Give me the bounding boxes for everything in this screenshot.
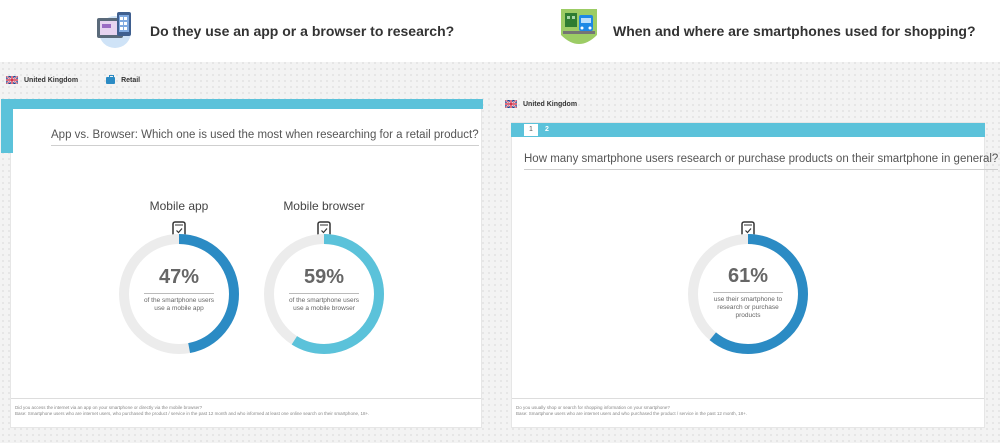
header-right: When and where are smartphones used for … — [497, 0, 1000, 62]
divider — [713, 292, 783, 293]
uk-flag-icon — [504, 99, 518, 109]
category-filter-label: Retail — [121, 76, 141, 84]
footnote-divider — [512, 398, 984, 399]
divider — [144, 293, 214, 294]
card-accent-bar — [511, 123, 985, 137]
shopping-usage-desc-1: use their smartphone to — [713, 296, 783, 303]
shopping-usage-desc-3: products — [735, 312, 761, 320]
mobile-app-desc-2: use a mobile app — [154, 305, 204, 313]
shopping-usage-desc-2: research or purchase — [717, 304, 779, 312]
mobile-browser-desc-1: of the smartphone users — [288, 297, 360, 304]
tab-1[interactable]: 1 — [524, 124, 538, 136]
card-question: App vs. Browser: Which one is used the m… — [51, 129, 479, 146]
footnote-question: Do you usually shop or search for shoppi… — [516, 405, 670, 410]
filter-bar-left: United Kingdom Retail — [5, 74, 141, 85]
tab-2[interactable]: 2 — [540, 124, 554, 136]
mobile-browser-center: 59% of the smartphone users use a mobile… — [284, 266, 364, 313]
mobile-browser-donut — [264, 234, 384, 354]
mobile-app-percent: 47% — [158, 266, 200, 288]
mobile-browser-desc-2: use a mobile browser — [293, 305, 355, 313]
shopping-usage-card: 1 2 How many smartphone users research o… — [511, 122, 999, 428]
category-filter[interactable]: Retail — [106, 74, 141, 84]
header-left: Do they use an app or a browser to resea… — [0, 0, 497, 62]
card-question: How many smartphone users research or pu… — [524, 153, 999, 170]
briefcase-icon — [106, 74, 116, 84]
country-filter-right-label: United Kingdom — [523, 100, 578, 108]
mobile-browser-label: Mobile browser — [283, 199, 365, 213]
store-transit-icon — [557, 5, 601, 58]
mobile-app-donut — [119, 234, 239, 354]
mobile-browser-percent: 59% — [303, 266, 345, 288]
country-filter[interactable]: United Kingdom — [5, 75, 79, 85]
app-vs-browser-card: App vs. Browser: Which one is used the m… — [1, 99, 483, 428]
card-accent-side — [1, 99, 13, 153]
mobile-app-center: 47% of the smartphone users use a mobile… — [139, 266, 219, 313]
card-footnote: Did you access the internet via an app o… — [15, 405, 475, 418]
shopping-usage-percent: 61% — [727, 265, 769, 287]
card-footnote: Do you usually shop or search for shoppi… — [516, 405, 978, 418]
shopping-usage-center: 61% use their smartphone to research or … — [708, 265, 788, 320]
card-accent-bar — [1, 99, 483, 109]
divider — [289, 293, 359, 294]
shopping-usage-donut — [688, 234, 808, 354]
header-left-title: Do they use an app or a browser to resea… — [150, 23, 455, 39]
mobile-app-label: Mobile app — [149, 199, 209, 213]
mobile-app-desc-1: of the smartphone users — [143, 297, 215, 304]
footnote-base: Base: Smartphone users who are internet … — [15, 411, 370, 417]
country-filter-right[interactable]: United Kingdom — [504, 99, 578, 109]
footnote-base: Base: Smartphone users who are internet … — [516, 411, 748, 417]
header-right-title: When and where are smartphones used for … — [613, 23, 976, 39]
country-filter-label: United Kingdom — [24, 76, 79, 84]
footnote-question: Did you access the internet via an app o… — [15, 405, 203, 410]
footnote-divider — [11, 398, 481, 399]
uk-flag-icon — [5, 75, 19, 85]
filter-bar-right: United Kingdom — [504, 99, 578, 109]
devices-icon — [92, 8, 138, 55]
